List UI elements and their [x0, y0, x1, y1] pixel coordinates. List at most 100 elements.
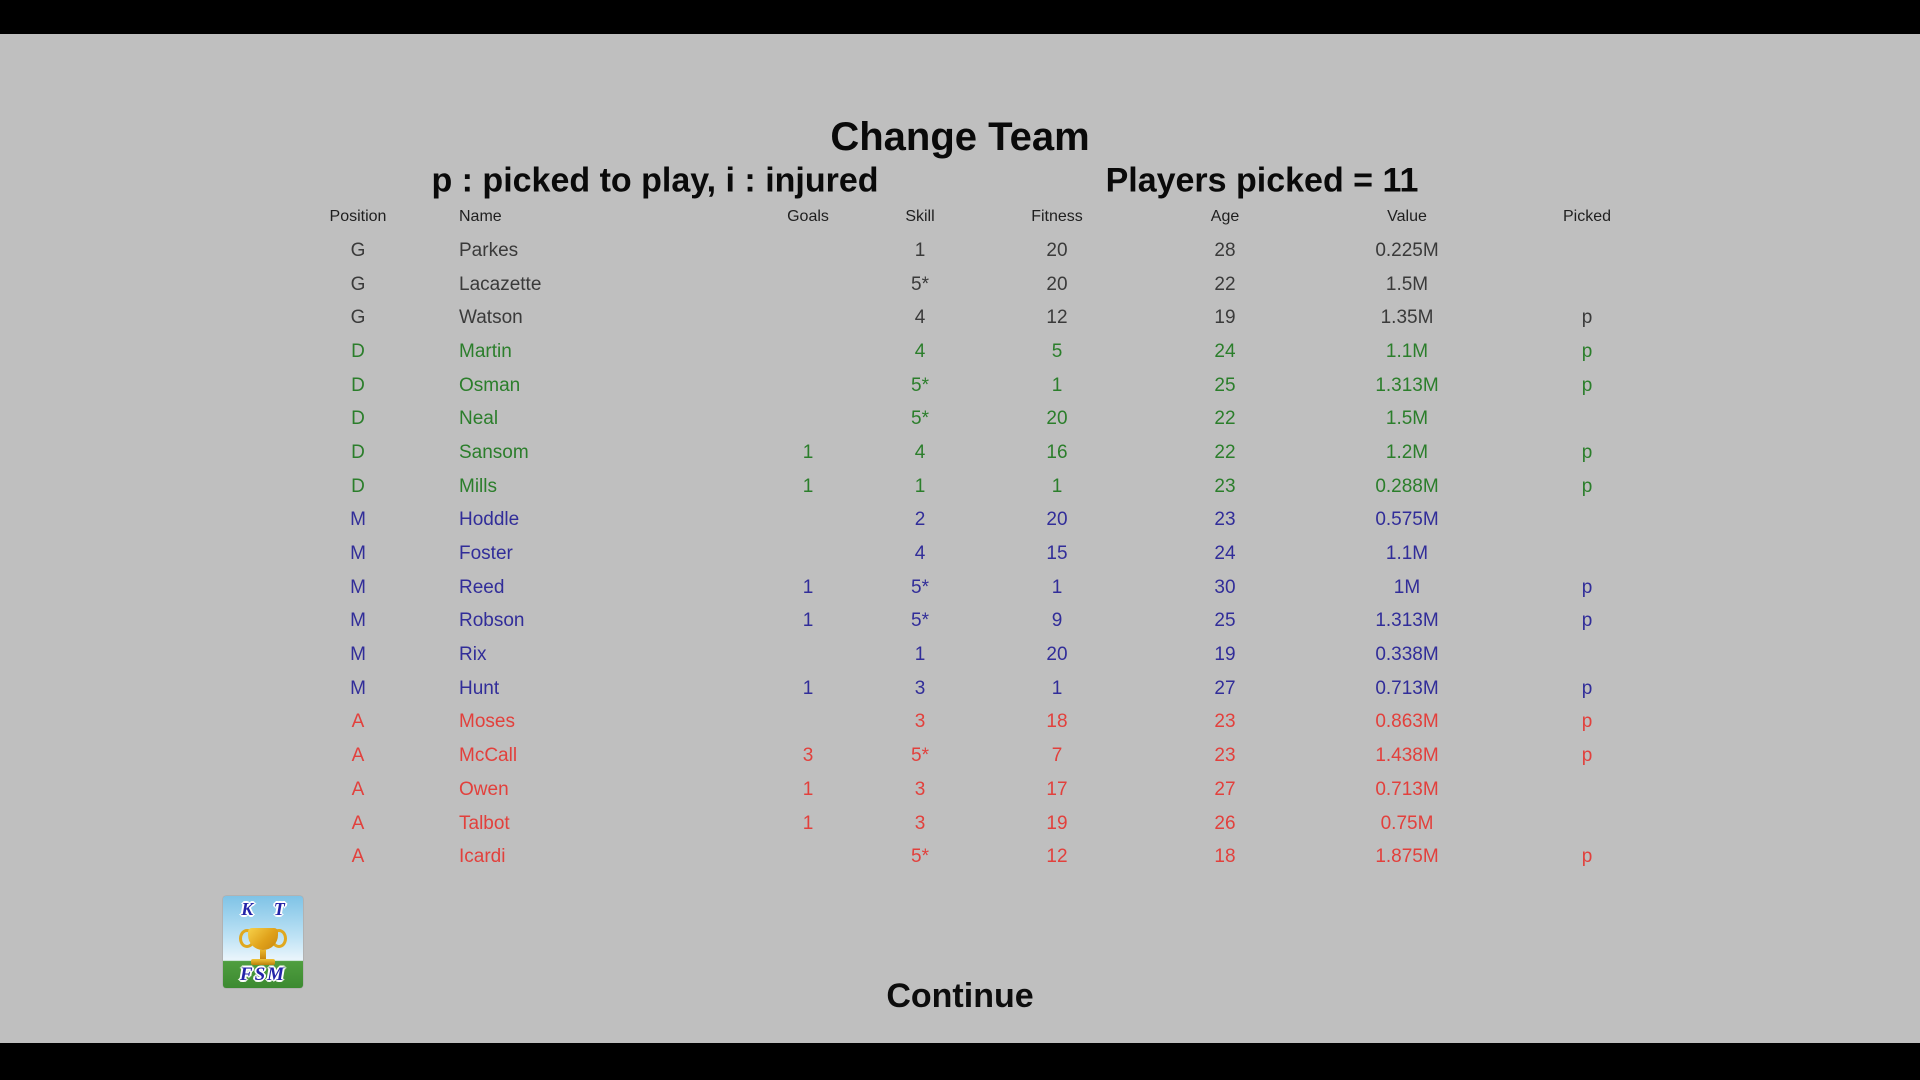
cell-fitness: 20 — [1046, 239, 1068, 261]
cell-position: M — [350, 677, 366, 699]
cell-position: G — [350, 273, 366, 295]
cell-fitness: 1 — [1051, 475, 1063, 497]
cell-picked: p — [1581, 441, 1593, 463]
cell-name: Sansom — [459, 441, 529, 463]
cell-position: D — [351, 340, 365, 362]
cell-skill: 4 — [914, 307, 926, 329]
cell-age: 18 — [1214, 846, 1236, 868]
cell-goals: 1 — [802, 812, 814, 834]
cell-picked: p — [1581, 846, 1593, 868]
cell-goals: 1 — [802, 778, 814, 800]
cell-skill: 3 — [914, 778, 926, 800]
column-header-goals: Goals — [787, 208, 829, 225]
cell-picked: p — [1581, 610, 1593, 632]
letterbox-top — [0, 0, 1920, 34]
cell-fitness: 12 — [1046, 307, 1068, 329]
cell-fitness: 20 — [1046, 408, 1068, 430]
player-row-neal[interactable]: D Neal 5* 20 22 1.5M — [298, 402, 1678, 436]
cell-name: McCall — [459, 745, 518, 767]
logo-top-text: K T — [241, 899, 293, 919]
player-row-icardi[interactable]: A Icardi 5* 12 18 1.875M p — [298, 840, 1678, 874]
cell-fitness: 16 — [1046, 441, 1068, 463]
cell-age: 22 — [1214, 441, 1236, 463]
cell-skill: 5* — [911, 374, 929, 396]
player-row-lacazette[interactable]: G Lacazette 5* 20 22 1.5M — [298, 268, 1678, 302]
player-row-moses[interactable]: A Moses 3 18 23 0.863M p — [298, 706, 1678, 740]
cell-age: 19 — [1214, 644, 1236, 666]
cell-value: 1.875M — [1375, 846, 1439, 868]
cell-position: M — [350, 644, 366, 666]
cell-skill: 3 — [914, 711, 926, 733]
player-row-owen[interactable]: A Owen 1 3 17 27 0.713M — [298, 773, 1678, 807]
cell-position: D — [351, 475, 365, 497]
continue-button[interactable]: Continue — [886, 977, 1034, 1015]
kt-fsm-game-logo: K T FSM — [223, 896, 303, 988]
player-row-parkes[interactable]: G Parkes 1 20 28 0.225M — [298, 234, 1678, 268]
cell-skill: 1 — [914, 644, 926, 666]
player-row-watson[interactable]: G Watson 4 12 19 1.35M p — [298, 301, 1678, 335]
cell-position: M — [350, 543, 366, 565]
cell-position: A — [351, 778, 365, 800]
cell-age: 23 — [1214, 711, 1236, 733]
cell-skill: 5* — [911, 745, 929, 767]
column-header-picked: Picked — [1562, 208, 1612, 225]
cell-skill: 4 — [914, 441, 926, 463]
cell-fitness: 17 — [1046, 778, 1068, 800]
player-row-mills[interactable]: D Mills 1 1 1 23 0.288M p — [298, 470, 1678, 504]
cell-position: A — [351, 711, 365, 733]
player-row-mccall[interactable]: A McCall 3 5* 7 23 1.438M p — [298, 739, 1678, 773]
cell-age: 30 — [1214, 576, 1236, 598]
cell-position: D — [351, 374, 365, 396]
column-header-name: Name — [459, 208, 502, 225]
cell-age: 27 — [1214, 677, 1236, 699]
cell-picked: p — [1581, 475, 1593, 497]
cell-skill: 1 — [914, 475, 926, 497]
cell-fitness: 1 — [1051, 576, 1063, 598]
player-row-osman[interactable]: D Osman 5* 1 25 1.313M p — [298, 369, 1678, 403]
player-row-foster[interactable]: M Foster 4 15 24 1.1M — [298, 537, 1678, 571]
player-row-rix[interactable]: M Rix 1 20 19 0.338M — [298, 638, 1678, 672]
cell-age: 22 — [1214, 273, 1236, 295]
player-row-reed[interactable]: M Reed 1 5* 1 30 1M p — [298, 571, 1678, 605]
column-header-age: Age — [1210, 208, 1240, 225]
cell-name: Owen — [459, 778, 509, 800]
cell-skill: 3 — [914, 677, 926, 699]
cell-goals: 1 — [802, 475, 814, 497]
cell-fitness: 12 — [1046, 846, 1068, 868]
player-row-talbot[interactable]: A Talbot 1 3 19 26 0.75M — [298, 807, 1678, 841]
player-row-robson[interactable]: M Robson 1 5* 9 25 1.313M p — [298, 605, 1678, 639]
player-row-hunt[interactable]: M Hunt 1 3 1 27 0.713M p — [298, 672, 1678, 706]
cell-position: A — [351, 812, 365, 834]
cell-name: Hoddle — [459, 509, 520, 531]
cell-age: 23 — [1214, 475, 1236, 497]
cell-skill: 5* — [911, 846, 929, 868]
player-row-hoddle[interactable]: M Hoddle 2 20 23 0.575M — [298, 504, 1678, 538]
cell-value: 0.575M — [1375, 509, 1439, 531]
table-header-row: Position Name Goals Skill Fitness Age Value Pic… — [298, 200, 1678, 234]
cell-age: 24 — [1214, 340, 1236, 362]
cell-fitness: 19 — [1046, 812, 1068, 834]
cell-picked: p — [1581, 745, 1593, 767]
cell-picked: p — [1581, 576, 1593, 598]
cell-value: 1.35M — [1380, 307, 1434, 329]
trophy-icon — [239, 926, 287, 968]
cell-goals: 1 — [802, 610, 814, 632]
cell-name: Talbot — [459, 812, 510, 834]
cell-value: 0.338M — [1375, 644, 1439, 666]
cell-value: 1.1M — [1385, 340, 1429, 362]
cell-name: Watson — [459, 307, 523, 329]
cell-position: G — [350, 307, 366, 329]
players-picked-count: Players picked = 11 — [1105, 161, 1419, 200]
cell-age: 19 — [1214, 307, 1236, 329]
cell-value: 0.713M — [1375, 778, 1439, 800]
player-row-martin[interactable]: D Martin 4 5 24 1.1M p — [298, 335, 1678, 369]
cell-position: D — [351, 408, 365, 430]
cell-name: Martin — [459, 340, 512, 362]
cell-age: 27 — [1214, 778, 1236, 800]
player-row-sansom[interactable]: D Sansom 1 4 16 22 1.2M p — [298, 436, 1678, 470]
page-title: Change Team — [830, 115, 1090, 159]
cell-age: 25 — [1214, 610, 1236, 632]
cell-skill: 5* — [911, 408, 929, 430]
cell-value: 1.5M — [1385, 273, 1429, 295]
cell-fitness: 20 — [1046, 644, 1068, 666]
